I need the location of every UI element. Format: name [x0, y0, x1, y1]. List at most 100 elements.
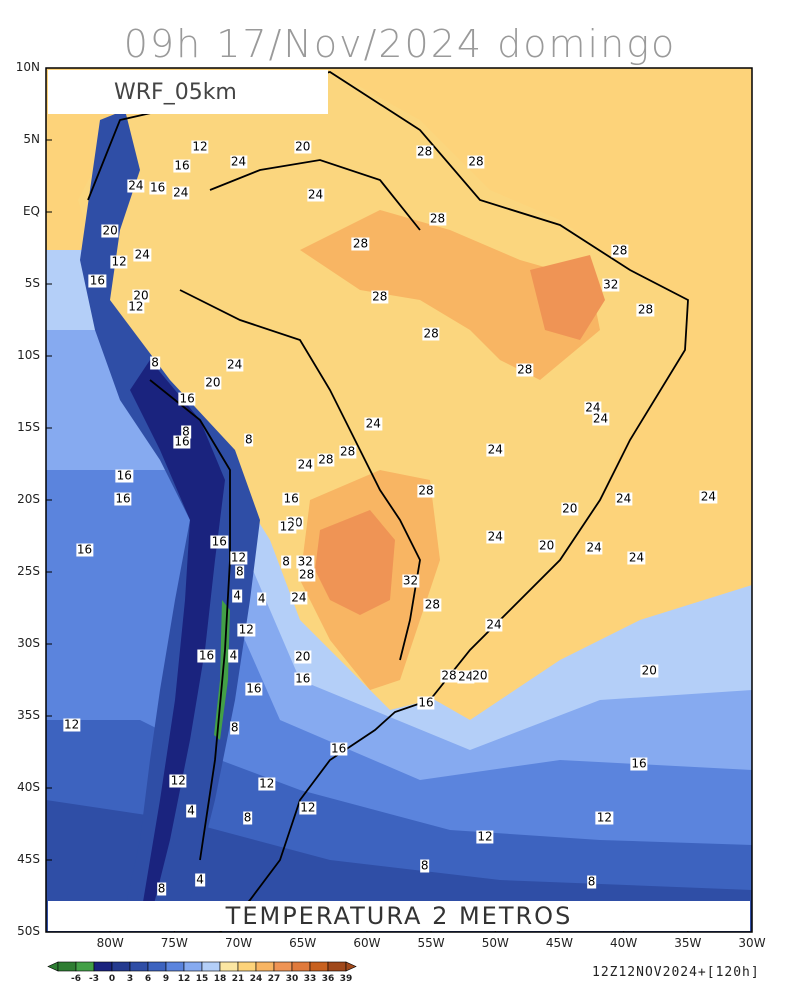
contour-label: 12: [237, 622, 255, 637]
contour-label: 16: [197, 648, 216, 663]
contour-label: 4: [256, 591, 267, 606]
contour-label: 12: [169, 773, 187, 788]
colorbar-segment: [273, 961, 293, 972]
contour-label: 12: [229, 550, 248, 565]
lon-label: 75W: [160, 936, 188, 950]
colorbar-segment: [111, 961, 131, 972]
continent-outline: [87, 71, 689, 932]
andes-coldest: [130, 360, 225, 920]
colorbar-segment: [93, 961, 113, 972]
colorbar-segment: [255, 961, 275, 972]
lon-label: 70W: [224, 936, 253, 950]
colorbar-segment: [183, 961, 203, 972]
lat-label: 50S: [17, 924, 40, 938]
contour-label: 32: [296, 554, 314, 569]
contour-label: 20: [561, 501, 579, 516]
lon-label: 55W: [417, 936, 445, 950]
contour-label: 16: [294, 671, 312, 686]
colorbar-segment: [201, 961, 221, 972]
lat-label: 20S: [17, 492, 40, 506]
contour-label: 4: [232, 588, 243, 603]
contour-label: 24: [290, 590, 308, 605]
lon-label: 40W: [610, 936, 638, 950]
model-label: WRF_05km: [48, 70, 328, 114]
map-layers: [46, 68, 752, 932]
contour-label: 16: [75, 542, 94, 557]
contour-label: 8: [586, 874, 597, 889]
lat-label: 25S: [17, 564, 40, 578]
contour-label: 20: [294, 139, 312, 154]
land-warm: [78, 70, 690, 710]
contour-label: 12: [595, 810, 614, 825]
lat-label: 35S: [17, 708, 40, 722]
contour-label: 24: [584, 400, 602, 415]
colorbar-tick-label: 21: [231, 974, 245, 984]
lon-label: 80W: [96, 936, 124, 950]
contour-label: 28: [351, 236, 370, 251]
lat-label: EQ: [22, 204, 40, 218]
colorbar-tick-label: 33: [303, 974, 317, 984]
contour-label: 28: [417, 483, 435, 498]
lat-label: 5S: [24, 276, 40, 290]
contour-label: 12: [476, 829, 494, 844]
contour-label: 16: [330, 741, 348, 756]
contour-label: 20: [640, 663, 658, 678]
contour-label: 16: [245, 681, 263, 696]
contour-label: 20: [204, 375, 222, 390]
colorbar-tick-label: 27: [267, 974, 281, 984]
contour-label: 12: [278, 519, 296, 534]
contour-label: 28: [297, 567, 316, 582]
land-warmer: [300, 210, 600, 380]
variable-label: TEMPERATURA 2 METROS: [48, 901, 750, 931]
contour-label: 28: [423, 597, 441, 612]
colorbar-segment: [129, 961, 149, 972]
lon-label: 65W: [289, 936, 317, 950]
lat-label: 5N: [23, 132, 40, 146]
ocean-band-deep: [46, 800, 752, 932]
run-label: 12Z12NOV2024+[120h]: [592, 965, 760, 980]
contour-label: 8: [229, 720, 240, 735]
land-hot-northeast: [530, 255, 605, 340]
contour-label: 24: [229, 154, 248, 169]
contour-label: 28: [428, 211, 447, 226]
contour-label: 20: [537, 538, 556, 553]
lon-label: 30W: [738, 936, 766, 950]
colorbar-tick-label: 15: [195, 974, 209, 984]
contour-label: 28: [317, 452, 335, 467]
colorbar-tick-label: 3: [126, 974, 134, 984]
colorbar-tick-label: 18: [213, 974, 227, 984]
contour-label: 28: [516, 362, 534, 377]
contour-label: 8: [181, 424, 191, 439]
contour-label: 28: [422, 326, 440, 341]
lat-label: 30S: [17, 636, 40, 650]
colorbar-tick-label: 24: [249, 974, 263, 984]
lon-label: 35W: [674, 936, 702, 950]
colorbar-tick-label: 12: [177, 974, 191, 984]
country-border-brazil-west: [179, 289, 421, 661]
colorbar-min-arrow: [47, 961, 59, 972]
contour-label: 16: [173, 434, 191, 449]
contour-label: 24: [699, 489, 717, 504]
contour-label: 8: [150, 355, 160, 370]
contour-label: 24: [486, 529, 504, 544]
contour-label: 28: [611, 243, 629, 258]
colorbar-segment: [147, 961, 167, 972]
contour-label: 8: [243, 432, 254, 447]
colorbar-segment: [291, 961, 311, 972]
contour-label: 12: [110, 254, 128, 269]
contour-label: 24: [627, 550, 646, 565]
colorbar-segment: [327, 961, 347, 972]
contour-label: 16: [114, 491, 132, 506]
contour-label: 24: [226, 357, 244, 372]
contour-label: 4: [228, 648, 239, 663]
contour-label: 4: [186, 803, 196, 818]
colorbar-segment: [219, 961, 239, 972]
contour-label: 20: [471, 668, 489, 683]
colorbar-tick-label: 0: [108, 974, 116, 984]
contour-label: 16: [417, 695, 435, 710]
contour-label: 24: [614, 491, 633, 506]
contour-label: 20: [101, 223, 119, 238]
contour-label: 16: [282, 491, 300, 506]
contour-label: 16: [115, 468, 133, 483]
lon-label: 60W: [353, 936, 381, 950]
